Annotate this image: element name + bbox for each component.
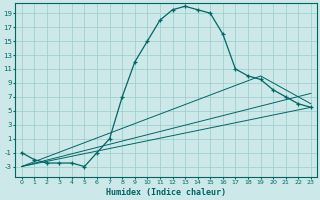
X-axis label: Humidex (Indice chaleur): Humidex (Indice chaleur) bbox=[106, 188, 226, 197]
